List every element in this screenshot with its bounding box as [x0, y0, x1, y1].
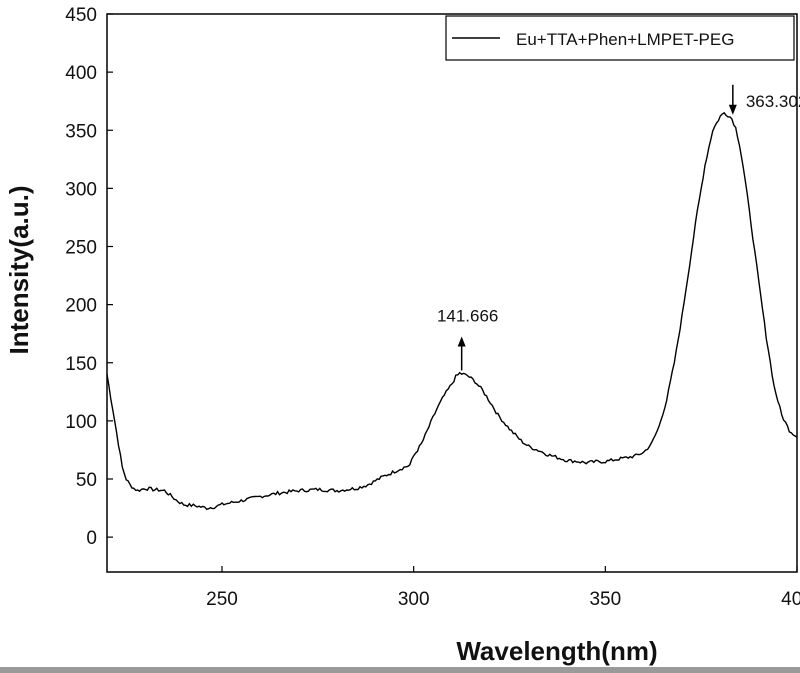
- legend-box: [445, 15, 795, 61]
- x-tick-label: 350: [589, 589, 621, 610]
- annotation-label-peak-1: 141.666: [437, 306, 498, 325]
- y-tick-label: 250: [65, 238, 97, 259]
- legend-label: Eu+TTA+Phen+LMPET-PEG: [516, 30, 734, 49]
- plot-area-frame: [106, 13, 798, 573]
- legend: Eu+TTA+Phen+LMPET-PEG: [445, 15, 795, 61]
- y-tick-label: 50: [76, 470, 97, 491]
- x-axis: 250 300 350 400: [206, 566, 800, 610]
- y-tick-label: 300: [65, 179, 97, 200]
- y-axis: 0 50 100 150 200 250 300 350 400 450: [65, 5, 113, 549]
- peak-annotations: 141.666 363.3025: [437, 84, 800, 371]
- y-tick-label: 350: [65, 121, 97, 142]
- y-tick-label: 400: [65, 63, 97, 84]
- x-tick-label: 400: [781, 589, 800, 610]
- bottom-border-strip: [0, 667, 800, 673]
- y-tick-label: 0: [86, 528, 97, 549]
- x-tick-label: 250: [206, 589, 238, 610]
- series-line-eu-tta-phen-lmpet-peg: [106, 111, 798, 511]
- y-tick-label: 200: [65, 296, 97, 317]
- x-axis-title: Wavelength(nm): [456, 636, 657, 666]
- annotation-label-peak-2: 363.3025: [746, 92, 800, 111]
- annotation-arrow-head: [728, 104, 737, 115]
- y-axis-title: Intensity(a.u.): [4, 185, 34, 354]
- y-tick-label: 100: [65, 412, 97, 433]
- y-tick-label: 450: [65, 5, 97, 26]
- x-tick-label: 300: [398, 589, 430, 610]
- annotation-arrow-head: [457, 336, 466, 347]
- y-tick-label: 150: [65, 354, 97, 375]
